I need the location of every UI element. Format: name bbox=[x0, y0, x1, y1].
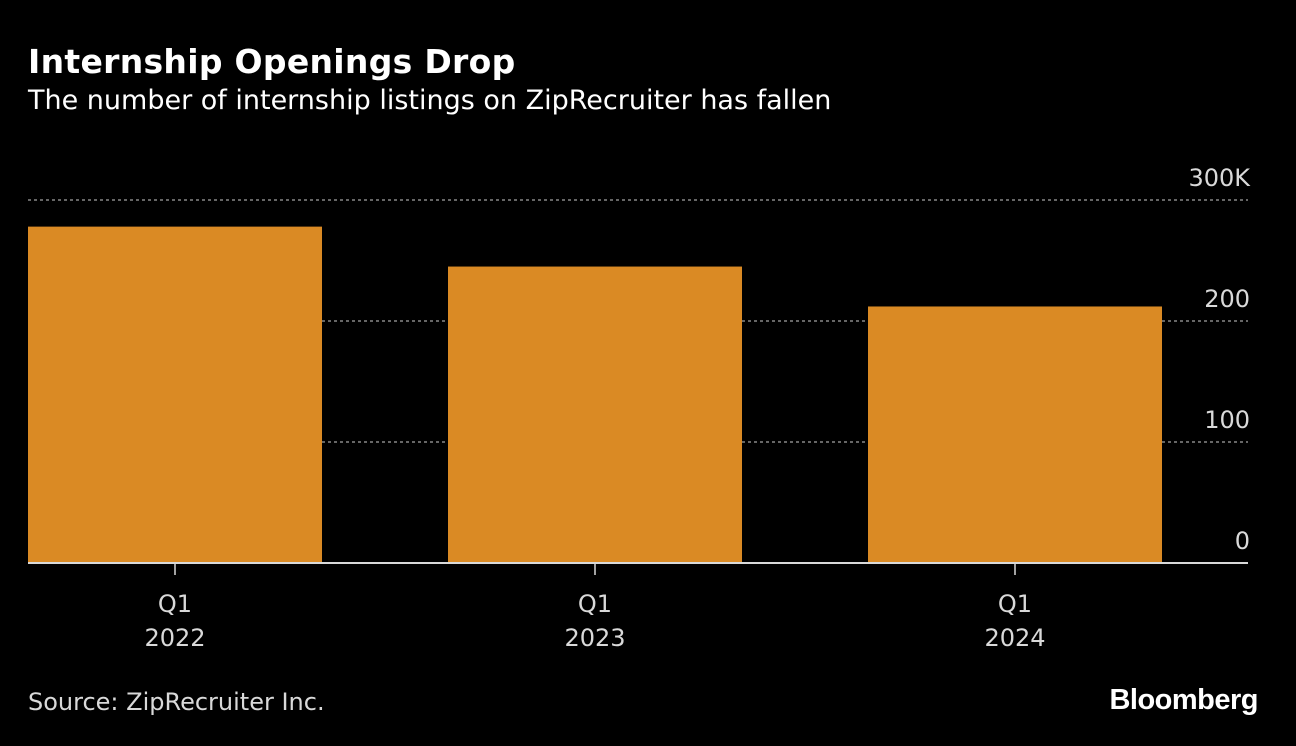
chart-title: Internship Openings Drop bbox=[28, 42, 516, 81]
y-tick-label: 100 bbox=[1204, 406, 1250, 434]
y-tick-label: 300K bbox=[1188, 164, 1251, 192]
bar bbox=[868, 306, 1162, 563]
x-tick-label: 2022 bbox=[144, 624, 205, 652]
y-tick-label: 0 bbox=[1235, 527, 1250, 555]
x-tick-label: Q1 bbox=[158, 590, 192, 618]
y-tick-label: 200 bbox=[1204, 285, 1250, 313]
bloomberg-logo: Bloomberg bbox=[1109, 684, 1258, 716]
x-tick-label: Q1 bbox=[998, 590, 1032, 618]
chart-subtitle: The number of internship listings on Zip… bbox=[28, 85, 832, 116]
x-tick-label: 2023 bbox=[564, 624, 625, 652]
x-tick-label: 2024 bbox=[984, 624, 1045, 652]
bar bbox=[448, 266, 742, 563]
x-tick-label: Q1 bbox=[578, 590, 612, 618]
bar bbox=[28, 226, 322, 563]
source-note: Source: ZipRecruiter Inc. bbox=[28, 688, 325, 716]
